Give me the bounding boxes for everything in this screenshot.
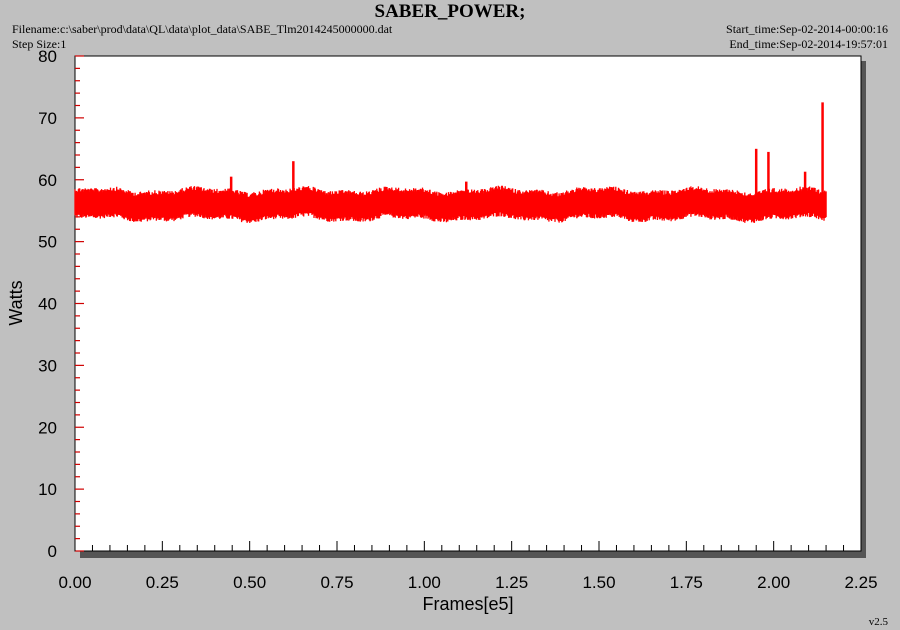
y-tick-label: 70 [38, 109, 57, 128]
x-tick-label: 2.00 [757, 573, 790, 592]
y-tick-label: 50 [38, 233, 57, 252]
x-tick-label: 0.50 [233, 573, 266, 592]
chart-title: SABER_POWER; [374, 1, 526, 22]
x-tick-label: 2.25 [844, 573, 877, 592]
y-tick-label: 20 [38, 418, 57, 437]
y-tick-label: 60 [38, 171, 57, 190]
filename-label: Filename:c:\saber\prod\data\QL\data\plot… [12, 22, 393, 36]
step-size-label: Step Size:1 [12, 37, 67, 51]
series-core-band [75, 197, 827, 212]
power-series [74, 102, 827, 224]
x-tick-labels: 0.00 0.25 0.50 0.75 1.00 1.25 1.50 1.75 2.00 2.25 [58, 573, 877, 592]
y-tick-label: 40 [38, 295, 57, 314]
x-tick-label: 0.00 [58, 573, 91, 592]
y-tick-labels: 0 10 20 30 40 50 60 70 80 [38, 47, 57, 561]
x-axis-label: Frames[e5] [422, 594, 513, 614]
y-tick-label: 80 [38, 47, 57, 66]
x-tick-label: 1.25 [495, 573, 528, 592]
y-tick-label: 30 [38, 356, 57, 375]
y-tick-label: 0 [48, 542, 57, 561]
start-time-label: Start_time:Sep-02-2014-00:00:16 [726, 22, 888, 36]
x-tick-label: 1.75 [670, 573, 703, 592]
version-label: v2.5 [868, 616, 888, 628]
plot-area [74, 55, 862, 552]
end-time-label: End_time:Sep-02-2014-19:57:01 [729, 37, 888, 51]
x-tick-label: 1.00 [408, 573, 441, 592]
x-tick-label: 0.75 [320, 573, 353, 592]
y-tick-label: 10 [38, 480, 57, 499]
x-axis-ticks [74, 541, 862, 551]
x-tick-label: 0.25 [146, 573, 179, 592]
x-tick-label: 1.50 [582, 573, 615, 592]
y-axis-label: Watts [6, 280, 26, 325]
